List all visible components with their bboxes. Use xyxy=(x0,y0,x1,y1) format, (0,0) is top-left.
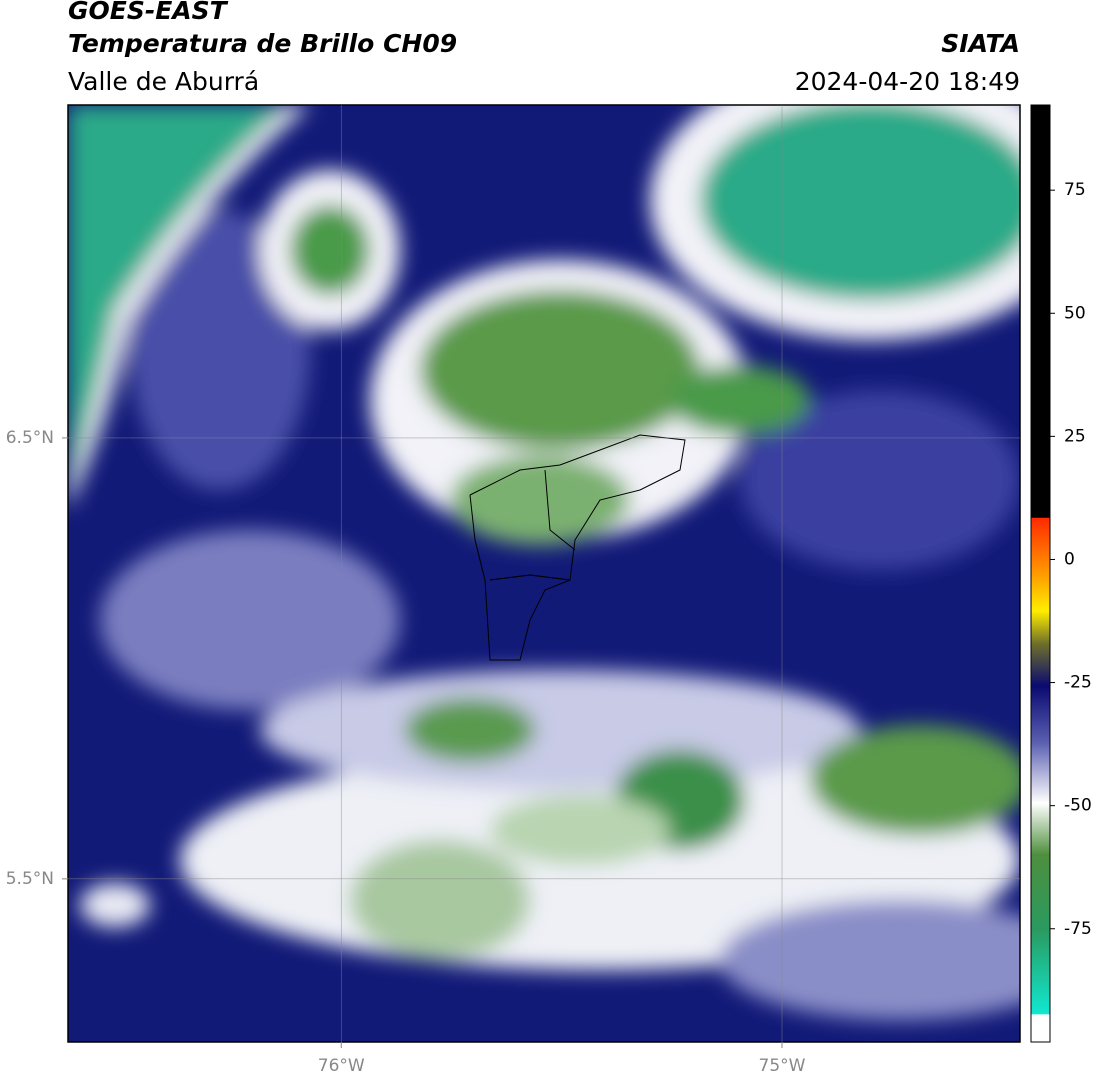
lat-label: 6.5°N xyxy=(6,428,54,448)
municipal-boundaries xyxy=(469,434,686,661)
map-frame xyxy=(67,104,1021,1043)
colorbar-tick-label: 0 xyxy=(1064,549,1075,569)
region: Valle de Aburrá xyxy=(68,67,259,96)
colorbar xyxy=(1030,104,1051,1043)
municipal-boundaries xyxy=(489,574,571,581)
colorbar-tick-label: 25 xyxy=(1064,426,1086,446)
lon-label: 76°W xyxy=(318,1056,365,1076)
title: GOES-EAST xyxy=(68,0,229,25)
lon-label: 75°W xyxy=(759,1056,806,1076)
datetime: 2024-04-20 18:49 xyxy=(795,67,1020,96)
colorbar-tick-label: -75 xyxy=(1064,919,1092,939)
colorbar-tick-label: -25 xyxy=(1064,673,1092,693)
colorbar-tick-label: 50 xyxy=(1064,303,1086,323)
subtitle: Temperatura de Brillo CH09 xyxy=(68,29,457,58)
lat-label: 5.5°N xyxy=(6,869,54,889)
municipal-boundaries xyxy=(544,469,576,551)
satellite-image xyxy=(68,105,1020,1042)
colorbar-tick-label: -50 xyxy=(1064,796,1092,816)
colorbar-tick-label: 75 xyxy=(1064,180,1086,200)
source: SIATA xyxy=(941,29,1020,58)
